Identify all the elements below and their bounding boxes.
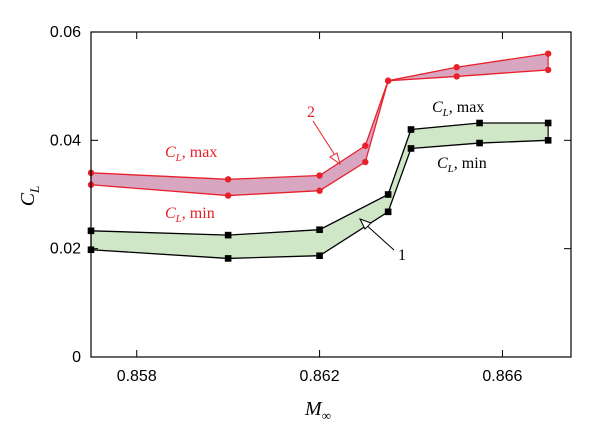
point-black-min-4 bbox=[407, 145, 415, 152]
x-axis-title-sub: ∞ bbox=[322, 408, 331, 423]
point-black-max-4 bbox=[407, 126, 415, 133]
annotation-red-min-sub: L bbox=[175, 213, 182, 225]
point-red-max-5 bbox=[453, 64, 460, 71]
annotation-arrowhead-1 bbox=[358, 218, 372, 230]
annotation-red-max-sub: L bbox=[175, 152, 182, 164]
point-black-min-2 bbox=[316, 252, 323, 260]
point-black-min-1 bbox=[224, 255, 232, 262]
x-axis-title-main: M bbox=[304, 398, 323, 420]
point-red-max-1 bbox=[224, 176, 232, 183]
series-markers bbox=[87, 50, 552, 262]
annotation-red-max-main: C bbox=[165, 144, 176, 161]
point-red-min-6 bbox=[544, 66, 552, 74]
annotation-red-max: CL, max bbox=[165, 144, 217, 164]
annotation-label-1: 1 bbox=[398, 247, 406, 264]
point-black-max-3 bbox=[384, 191, 392, 198]
point-red-min-5 bbox=[453, 73, 460, 80]
y-axis-title-sub: L bbox=[27, 186, 42, 194]
point-black-max-5 bbox=[476, 119, 483, 127]
y-tick-label-2: 0.04 bbox=[50, 132, 81, 149]
annotation-black-min-main: C bbox=[437, 155, 448, 172]
point-red-min-1 bbox=[224, 192, 232, 199]
annotation-black-max-main: C bbox=[432, 99, 443, 116]
point-red-max-2 bbox=[316, 172, 323, 179]
ticks: 0.858 0.862 0.866 0 0.02 0.04 0.06 bbox=[50, 24, 571, 385]
plot-frame bbox=[90, 31, 572, 358]
annotation-black-min: CL, min bbox=[437, 155, 487, 175]
point-black-min-3 bbox=[384, 208, 392, 216]
annotation-label-2: 2 bbox=[307, 104, 315, 121]
annotation-black-max-sub: L bbox=[442, 107, 449, 119]
point-red-min-4 bbox=[384, 77, 392, 84]
point-red-min-2 bbox=[316, 187, 323, 194]
annotation-red-min-main: C bbox=[165, 205, 176, 222]
point-black-max-6 bbox=[544, 119, 552, 127]
point-black-min-5 bbox=[476, 139, 483, 147]
x-tick-label-0: 0.858 bbox=[117, 368, 157, 385]
annotation-leader-2 bbox=[312, 120, 339, 161]
y-axis-title-main: C bbox=[17, 192, 39, 206]
y-tick-label-3: 0.06 bbox=[50, 24, 81, 41]
point-black-max-1 bbox=[224, 231, 232, 239]
point-black-min-6 bbox=[544, 137, 552, 144]
x-axis-title: M∞ bbox=[304, 398, 331, 423]
annotation-red-max-rest: , max bbox=[182, 144, 218, 161]
point-black-max-2 bbox=[316, 226, 323, 234]
annotation-arrowhead-2 bbox=[329, 152, 341, 166]
y-axis-title: CL bbox=[17, 186, 42, 207]
point-red-max-6 bbox=[544, 50, 552, 57]
point-red-max-3 bbox=[362, 142, 369, 149]
annotation-red-min-rest: , min bbox=[182, 205, 215, 222]
y-tick-label-0: 0 bbox=[72, 349, 81, 366]
annotation-leader-1 bbox=[363, 222, 395, 251]
point-red-min-3 bbox=[362, 158, 369, 166]
annotations: CL, max CL, min CL, max CL, min 2 1 bbox=[165, 99, 487, 264]
annotation-black-max: CL, max bbox=[432, 99, 484, 119]
annotation-black-max-rest: , max bbox=[449, 99, 485, 116]
annotation-black-min-sub: L bbox=[447, 163, 454, 175]
annotation-black-min-rest: , min bbox=[454, 155, 487, 172]
y-tick-label-1: 0.02 bbox=[50, 241, 81, 258]
x-tick-label-1: 0.862 bbox=[300, 368, 340, 385]
annotation-red-min: CL, min bbox=[165, 205, 215, 225]
band-0 bbox=[91, 53, 549, 196]
x-tick-label-2: 0.866 bbox=[482, 368, 522, 385]
